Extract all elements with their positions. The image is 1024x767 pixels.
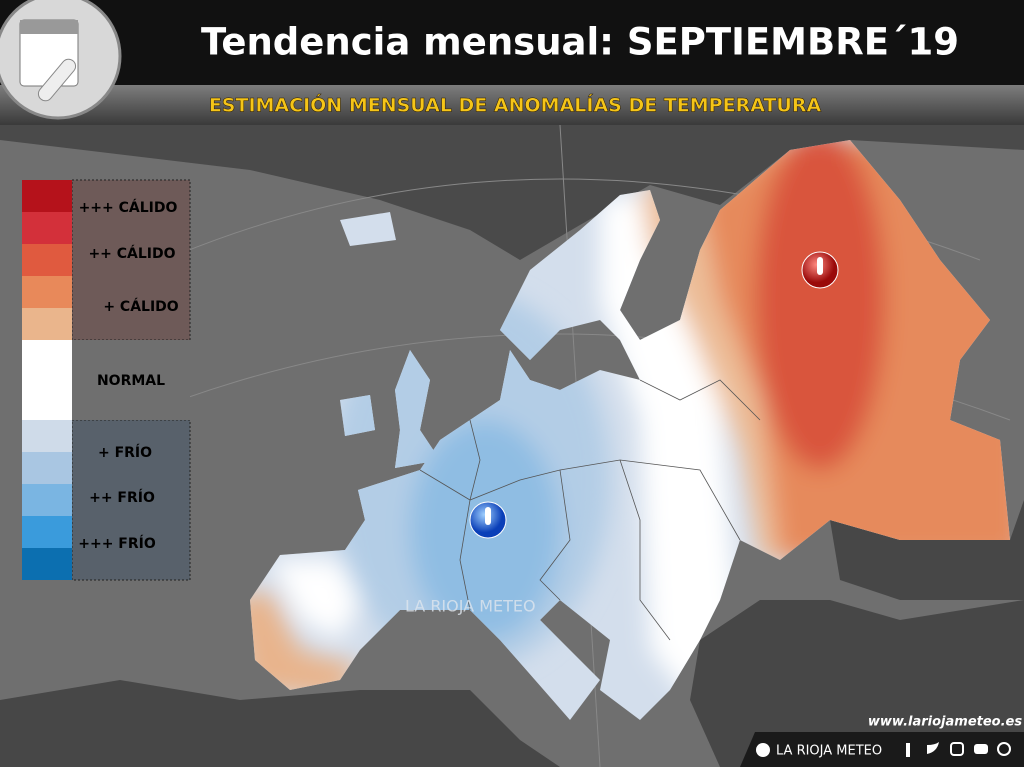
arctic-land xyxy=(0,125,1024,260)
legend-swatch xyxy=(22,212,72,244)
twitter-icon[interactable] xyxy=(927,742,939,754)
legend-swatch xyxy=(22,484,72,516)
africa xyxy=(0,680,560,767)
legend-label: NORMAL xyxy=(97,373,165,389)
thermometer-icon xyxy=(485,507,491,525)
legend-swatch xyxy=(22,340,72,420)
facebook-icon[interactable] xyxy=(906,743,910,757)
legend-swatch xyxy=(22,516,72,548)
thermometer-icon xyxy=(817,257,823,275)
legend-panel xyxy=(72,340,190,420)
legend-label: +++ CÁLIDO xyxy=(79,199,178,216)
borders xyxy=(419,379,761,641)
legend-swatch xyxy=(22,244,72,276)
website: www.lariojameteo.es xyxy=(868,715,1022,730)
legend-swatch xyxy=(22,548,72,580)
legend-label: ++ FRÍO xyxy=(89,489,155,506)
legend-swatch xyxy=(22,276,72,308)
title: Tendencia mensual: SEPTIEMBRE´19 xyxy=(201,21,959,64)
legend-panel xyxy=(71,179,191,341)
legend-swatch xyxy=(22,452,72,484)
calendar-icon xyxy=(20,20,78,34)
legend-panel xyxy=(71,419,191,581)
zone xyxy=(270,560,360,640)
legend-label: +++ FRÍO xyxy=(78,535,156,552)
youtube-icon[interactable] xyxy=(974,744,988,754)
subtitle-bar xyxy=(0,85,1024,125)
brand-logo xyxy=(756,743,770,757)
legend: +++ CÁLIDO ++ CÁLIDO + CÁLIDO NORMAL + FRÍO +… xyxy=(22,179,191,581)
legend-label: + CÁLIDO xyxy=(103,298,178,315)
anomaly-map xyxy=(250,140,1010,720)
thermometer-icon xyxy=(37,58,77,102)
social-icons[interactable] xyxy=(906,742,1011,757)
legend-label: + FRÍO xyxy=(98,444,152,461)
legend-swatch xyxy=(22,308,72,340)
title-bar xyxy=(0,0,1024,85)
caucasus xyxy=(830,500,1024,600)
legend-swatch xyxy=(22,180,72,212)
google-icon[interactable] xyxy=(997,742,1011,756)
footer-brand: LA RIOJA METEO xyxy=(776,744,882,759)
footer-bar xyxy=(740,732,1024,767)
legend-label: ++ CÁLIDO xyxy=(88,245,175,262)
subtitle: ESTIMACIÓN MENSUAL DE ANOMALÍAS DE TEMPE… xyxy=(209,93,822,117)
zone xyxy=(755,140,885,470)
instagram-icon[interactable] xyxy=(950,742,964,756)
legend-swatch xyxy=(22,420,72,452)
watermark: LA RIOJA METEO xyxy=(405,597,536,616)
asia-minor xyxy=(690,600,1024,767)
